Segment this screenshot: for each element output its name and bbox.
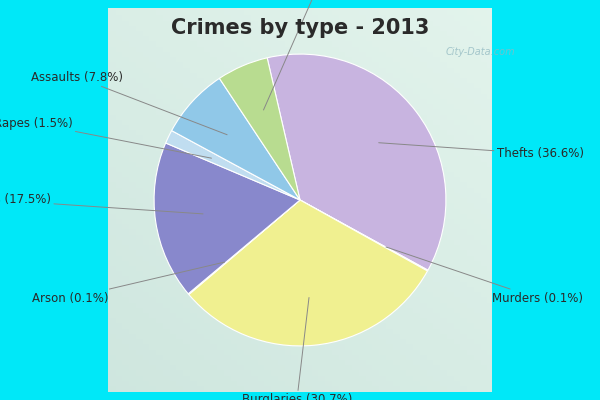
Wedge shape <box>172 78 300 200</box>
Text: Arson (0.1%): Arson (0.1%) <box>32 262 224 305</box>
Wedge shape <box>154 143 300 294</box>
Wedge shape <box>189 200 427 346</box>
Wedge shape <box>188 200 300 294</box>
Wedge shape <box>267 54 446 270</box>
Text: Robberies (17.5%): Robberies (17.5%) <box>0 194 203 214</box>
Wedge shape <box>220 58 300 200</box>
Wedge shape <box>166 130 300 200</box>
Text: City-Data.com: City-Data.com <box>445 47 515 57</box>
Wedge shape <box>300 200 428 271</box>
Text: Auto thefts (5.7%): Auto thefts (5.7%) <box>263 0 373 110</box>
Text: Thefts (36.6%): Thefts (36.6%) <box>379 143 584 160</box>
Text: Rapes (1.5%): Rapes (1.5%) <box>0 117 211 158</box>
Text: Crimes by type - 2013: Crimes by type - 2013 <box>171 18 429 38</box>
Text: Murders (0.1%): Murders (0.1%) <box>386 247 583 305</box>
Text: Burglaries (30.7%): Burglaries (30.7%) <box>242 298 352 400</box>
Text: Assaults (7.8%): Assaults (7.8%) <box>31 71 227 135</box>
